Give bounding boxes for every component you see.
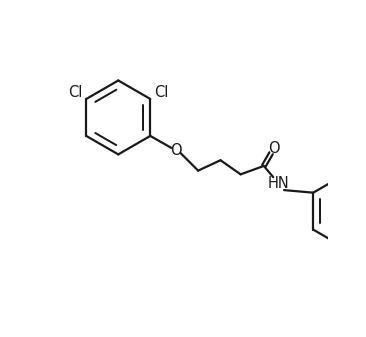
Text: HN: HN [268,176,290,191]
Text: O: O [268,141,280,156]
Text: O: O [170,143,182,158]
Text: Cl: Cl [68,85,83,100]
Text: Cl: Cl [154,85,168,100]
